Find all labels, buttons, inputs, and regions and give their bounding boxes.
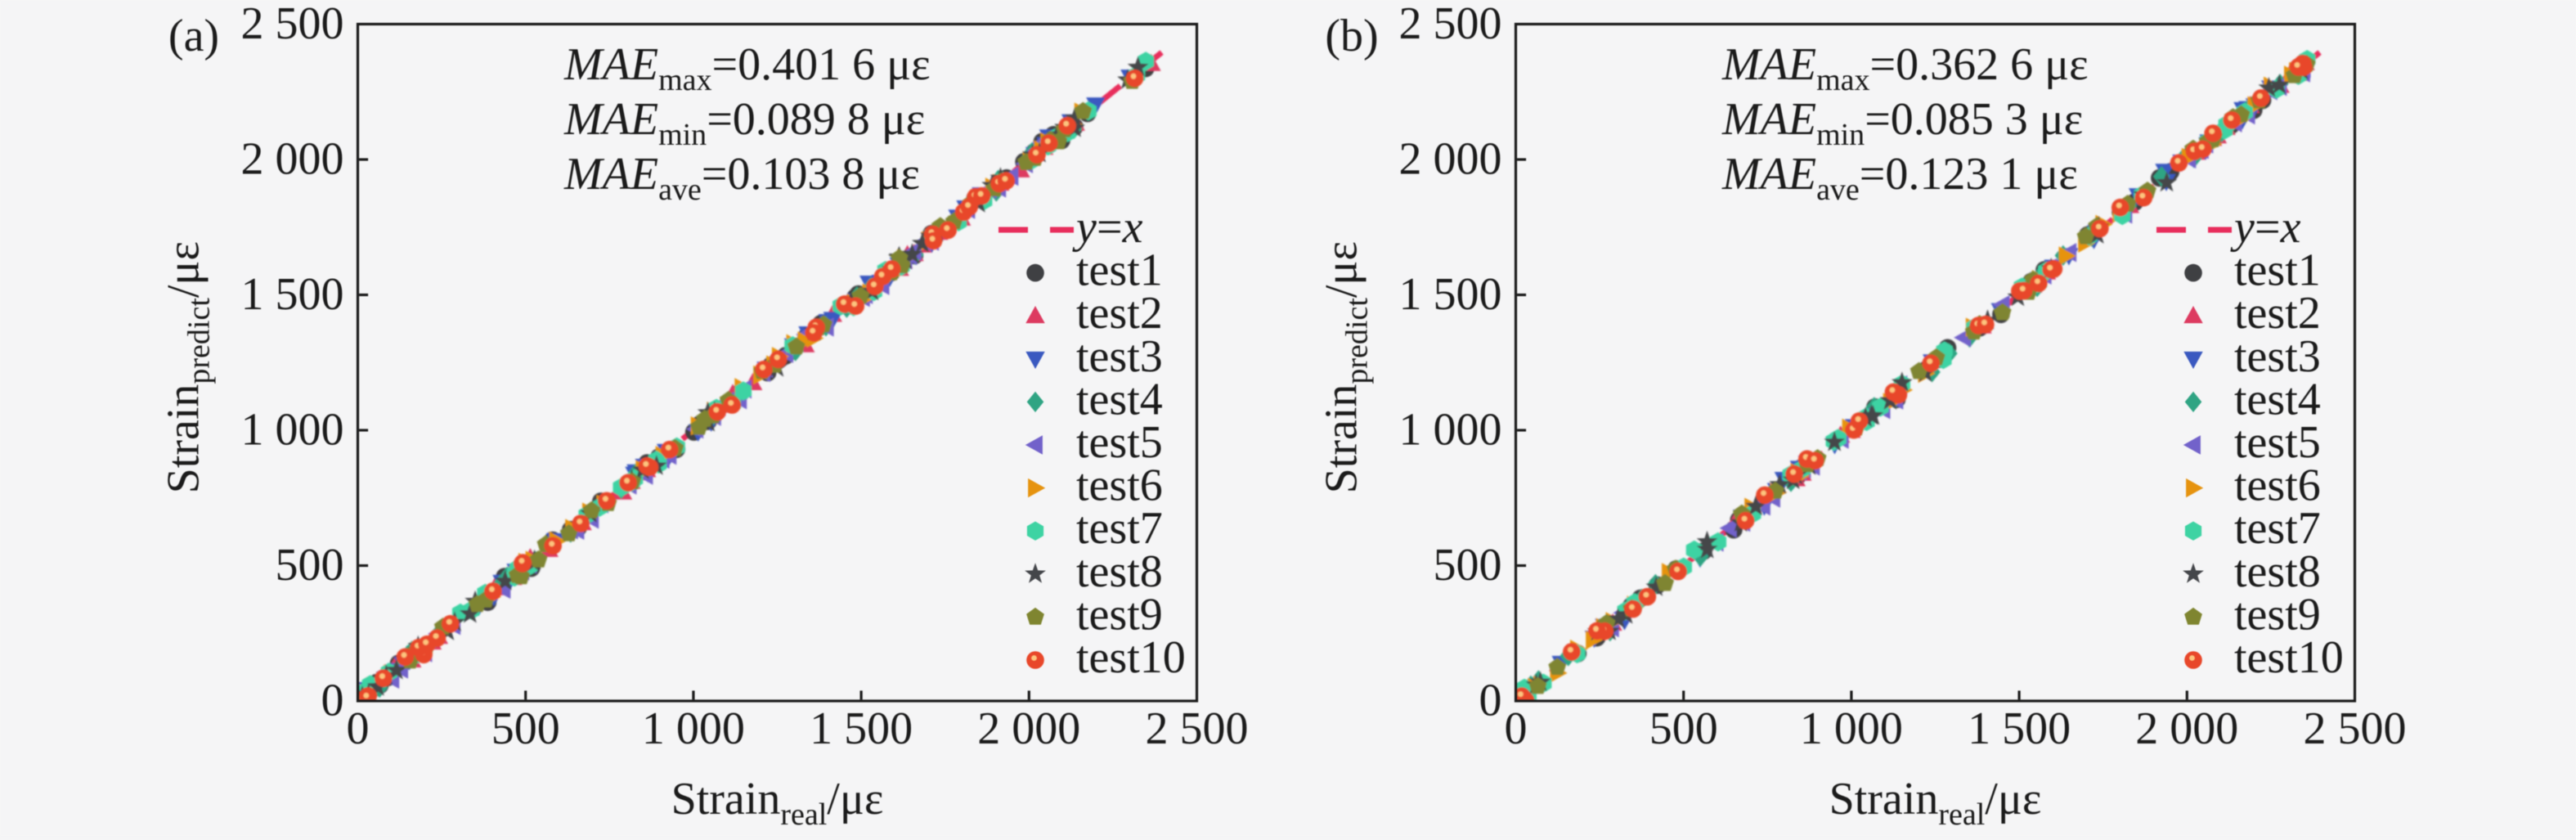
svg-text:test6: test6 xyxy=(1076,460,1163,511)
svg-text:=x: =x xyxy=(1097,202,1143,253)
svg-text:test8: test8 xyxy=(1076,546,1163,597)
svg-text:MAEave=0.123 1 με: MAEave=0.123 1 με xyxy=(1721,149,2078,207)
svg-text:2 500: 2 500 xyxy=(2304,703,2407,754)
svg-text:1 500: 1 500 xyxy=(1968,703,2071,754)
svg-text:test3: test3 xyxy=(2234,331,2321,382)
svg-text:2 500: 2 500 xyxy=(1399,0,1502,49)
svg-text:test2: test2 xyxy=(1076,288,1163,339)
svg-text:=x: =x xyxy=(2255,202,2301,253)
svg-text:(a): (a) xyxy=(168,11,219,61)
svg-text:1 000: 1 000 xyxy=(241,405,344,456)
svg-text:1 000: 1 000 xyxy=(1800,703,1903,754)
svg-text:MAEmax=0.401 6 με: MAEmax=0.401 6 με xyxy=(563,39,931,97)
svg-text:0: 0 xyxy=(321,676,344,726)
svg-text:2 000: 2 000 xyxy=(2135,703,2238,754)
svg-text:test4: test4 xyxy=(2234,374,2321,424)
svg-text:test10: test10 xyxy=(2234,632,2344,683)
svg-text:(b): (b) xyxy=(1325,11,1378,61)
svg-text:MAEmin=0.085 3 με: MAEmin=0.085 3 με xyxy=(1721,94,2083,152)
svg-text:1 000: 1 000 xyxy=(642,703,745,754)
svg-text:Strainpredict/με: Strainpredict/με xyxy=(159,241,217,493)
svg-text:500: 500 xyxy=(491,703,560,754)
svg-text:500: 500 xyxy=(276,540,344,591)
svg-text:y: y xyxy=(2230,202,2255,253)
svg-text:0: 0 xyxy=(347,703,370,754)
svg-text:MAEmin=0.089 8 με: MAEmin=0.089 8 με xyxy=(563,94,925,152)
svg-text:2 000: 2 000 xyxy=(1399,134,1502,185)
svg-text:2 000: 2 000 xyxy=(241,134,344,185)
svg-text:test9: test9 xyxy=(1076,589,1163,640)
svg-text:1 500: 1 500 xyxy=(241,269,344,320)
svg-text:1 500: 1 500 xyxy=(1399,269,1502,320)
svg-text:test2: test2 xyxy=(2234,288,2321,339)
svg-text:0: 0 xyxy=(1479,676,1502,726)
svg-text:2 500: 2 500 xyxy=(241,0,344,49)
svg-text:test7: test7 xyxy=(2234,503,2321,554)
svg-text:test7: test7 xyxy=(1076,503,1163,554)
svg-text:test3: test3 xyxy=(1076,331,1163,382)
svg-text:test1: test1 xyxy=(1076,245,1163,296)
svg-text:2 000: 2 000 xyxy=(977,703,1080,754)
svg-text:1 000: 1 000 xyxy=(1399,405,1502,456)
svg-text:2 500: 2 500 xyxy=(1146,703,1249,754)
svg-text:MAEmax=0.362 6 με: MAEmax=0.362 6 με xyxy=(1721,39,2089,97)
svg-text:test6: test6 xyxy=(2234,460,2321,511)
svg-text:test4: test4 xyxy=(1076,374,1163,424)
svg-text:test5: test5 xyxy=(2234,417,2321,468)
svg-text:test9: test9 xyxy=(2234,589,2321,640)
svg-text:500: 500 xyxy=(1649,703,1718,754)
svg-text:MAEave=0.103 8 με: MAEave=0.103 8 με xyxy=(563,149,920,207)
svg-text:500: 500 xyxy=(1434,540,1502,591)
svg-text:y: y xyxy=(1072,202,1097,253)
svg-text:Strainreal/με: Strainreal/με xyxy=(1829,774,2042,832)
svg-text:1 500: 1 500 xyxy=(810,703,913,754)
svg-text:test8: test8 xyxy=(2234,546,2321,597)
svg-text:0: 0 xyxy=(1505,703,1528,754)
svg-text:test5: test5 xyxy=(1076,417,1163,468)
svg-text:test10: test10 xyxy=(1076,632,1186,683)
svg-text:Strainreal/με: Strainreal/με xyxy=(671,774,884,832)
svg-text:test1: test1 xyxy=(2234,245,2321,296)
